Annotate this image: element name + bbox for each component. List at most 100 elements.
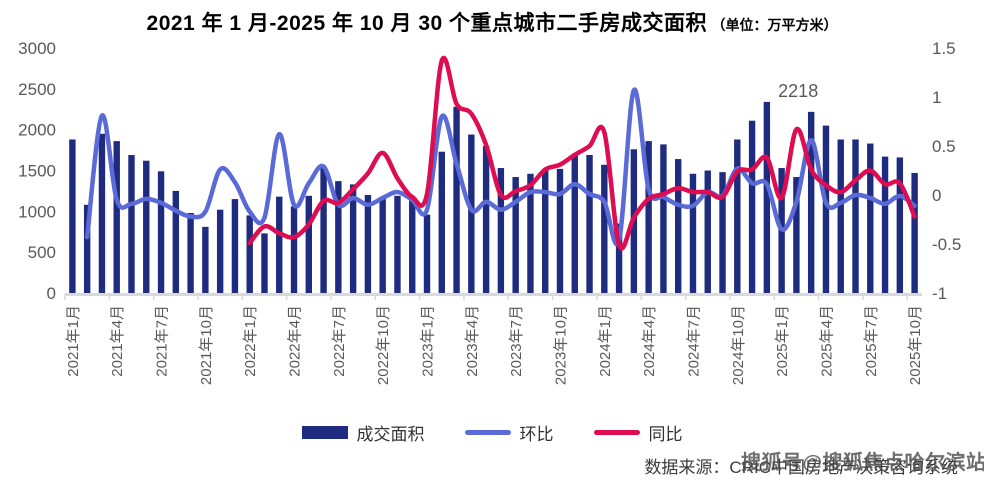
bar (482, 146, 490, 293)
x-tick-label: 2021年4月 (109, 305, 126, 377)
bar (290, 206, 298, 293)
bar (128, 154, 135, 293)
bar (512, 177, 519, 293)
x-tick-label: 2022年1月 (242, 305, 259, 377)
bar (305, 195, 313, 293)
legend-item-mom: 环比 (464, 420, 554, 445)
chart-title-unit: （单位：万平方米） (711, 17, 838, 33)
bar (837, 139, 844, 293)
bar (98, 133, 106, 293)
bar (231, 199, 239, 293)
legend-item-yoy: 同比 (593, 420, 683, 445)
y-right-tick-label: -1 (932, 284, 947, 303)
x-tick-label: 2025年7月 (863, 305, 880, 377)
chart-title-text: 2021 年 1 月-2025 年 10 月 30 个重点城市二手房成交面积 (146, 12, 708, 35)
bar (113, 141, 120, 293)
x-tick-label: 2022年7月 (331, 305, 348, 377)
yoy-line-path (247, 55, 917, 251)
bar (497, 168, 505, 293)
bar (172, 190, 180, 293)
y-left-tick-label: 3000 (18, 39, 56, 58)
bar (527, 173, 534, 293)
x-tick-label: 2024年7月 (685, 305, 702, 377)
bar (807, 111, 815, 293)
y-left-tick-label: 500 (28, 243, 56, 262)
bar (748, 120, 756, 293)
bar (645, 141, 652, 293)
y-left-tick-label: 0 (47, 284, 56, 303)
y-right-tick-label: 0.5 (932, 137, 956, 156)
chart-legend: 成交面积 环比 同比 (0, 420, 984, 445)
bar (586, 154, 593, 293)
legend-label-mom: 环比 (519, 425, 554, 444)
y-right-tick-label: 1 (932, 88, 941, 107)
bar (364, 195, 372, 293)
bar (409, 200, 416, 293)
bar (157, 171, 165, 293)
y-right-tick-label: 0 (932, 186, 941, 205)
bar (438, 151, 445, 293)
bar (601, 164, 608, 293)
x-tick-label: 2025年4月 (818, 305, 835, 377)
bar (896, 157, 904, 293)
x-axis-labels: 2021年1月 2021年4月 2021年7月 2021年10月 2022年1月 2022… (65, 305, 924, 385)
mom-line-path (84, 87, 917, 247)
bar (187, 212, 194, 293)
x-tick-label: 2023年4月 (464, 305, 481, 377)
bar (468, 134, 475, 293)
y-left-tick-label: 2000 (18, 121, 56, 140)
data-source-text: 数据来源：CRIC中国房地产决策咨询系统 (644, 458, 958, 477)
bar (571, 155, 578, 293)
watermark-text: 搜狐号@搜狐焦点哈尔滨站 (741, 452, 984, 474)
legend-label-yoy: 同比 (648, 425, 683, 444)
bar-swatch-icon (301, 426, 348, 439)
bar (246, 215, 253, 293)
x-tick-label: 2024年10月 (730, 305, 747, 385)
bar (911, 172, 918, 293)
bar (852, 139, 859, 293)
yoy-line (247, 55, 917, 251)
x-tick-label: 2025年10月 (907, 305, 924, 385)
mom-line (84, 87, 917, 247)
legend-item-bar: 成交面积 (301, 420, 425, 445)
bar (202, 226, 209, 293)
x-tick-label: 2021年7月 (154, 305, 171, 377)
x-tick-label: 2024年4月 (641, 305, 658, 377)
chart-title: 2021 年 1 月-2025 年 10 月 30 个重点城市二手房成交面积 （… (0, 7, 984, 37)
bar (349, 184, 357, 293)
yoy-line-swatch-icon (593, 430, 640, 435)
legend-label-bar: 成交面积 (356, 425, 425, 444)
x-tick-label: 2024年1月 (597, 305, 614, 377)
bar (674, 159, 682, 293)
bar (822, 125, 830, 293)
bar (734, 139, 741, 293)
bar (143, 160, 150, 293)
bars-series (69, 101, 918, 294)
x-tick-label: 2023年7月 (508, 305, 525, 377)
bar (335, 181, 342, 293)
annotation: 2218 (778, 81, 818, 101)
x-tick-label: 2023年1月 (420, 305, 437, 377)
bar (719, 172, 726, 293)
x-tick-label: 2022年10月 (375, 305, 392, 385)
bar (379, 198, 386, 293)
bar (320, 168, 327, 293)
x-tick-label: 2022年4月 (287, 305, 304, 377)
bar (556, 168, 564, 293)
annotation-2218: 2218 (778, 81, 818, 101)
y-axis-left: 3000 2500 2000 1500 1000 500 0 (18, 39, 56, 303)
bar (704, 170, 711, 293)
y-axis-right: 1.5 1 0.5 0 -0.5 -1 (932, 39, 961, 303)
x-axis (64, 293, 922, 300)
y-right-tick-label: -0.5 (932, 235, 961, 254)
bar (83, 204, 91, 293)
bar (763, 101, 771, 294)
y-right-tick-label: 1.5 (932, 39, 956, 58)
bar (216, 209, 224, 293)
y-left-tick-label: 1500 (18, 162, 56, 181)
bar (453, 106, 460, 293)
x-tick-label: 2025年1月 (774, 305, 791, 377)
bar (423, 214, 431, 293)
bar (542, 169, 549, 293)
